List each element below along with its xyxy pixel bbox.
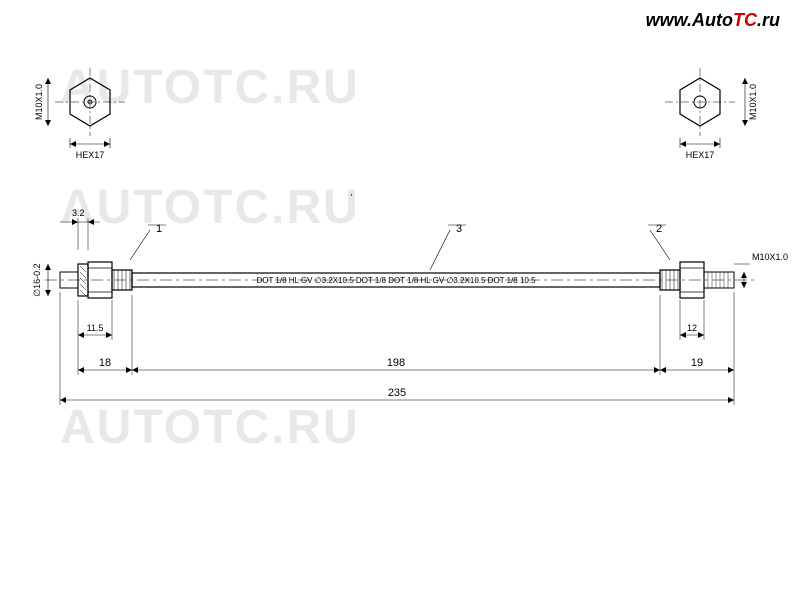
dim-198: 198: [387, 357, 405, 369]
dim-phi16: ∅16-0.2: [32, 263, 42, 296]
left-hex-label: HEX17: [76, 150, 105, 160]
dim-19: 19: [691, 357, 703, 369]
dim-3-2: 3.2: [72, 208, 85, 218]
technical-drawing: HEX17 M10X1.0 HEX17 M10X1.0: [0, 0, 800, 600]
right-fitting-endview: HEX17 M10X1.0: [665, 68, 758, 160]
dim-11-5: 11.5: [87, 323, 104, 333]
right-hex-label: HEX17: [686, 150, 715, 160]
dim-235: 235: [388, 387, 406, 399]
left-thread-label: M10X1.0: [34, 84, 44, 120]
left-fitting-endview: HEX17 M10X1.0: [34, 68, 125, 160]
stray-mark: ,: [350, 187, 353, 197]
dim-thread-right: M10X1.0: [752, 252, 788, 262]
hose-marking: DOT 1/8 HL GV ∅3.2X10.5 DOT 1/8 DOT 1/8 …: [256, 276, 536, 285]
dim-18: 18: [99, 357, 111, 369]
main-side-view: DOT 1/8 HL GV ∅3.2X10.5 DOT 1/8 DOT 1/8 …: [32, 208, 788, 405]
dim-12: 12: [687, 323, 697, 333]
right-thread-label: M10X1.0: [748, 84, 758, 120]
